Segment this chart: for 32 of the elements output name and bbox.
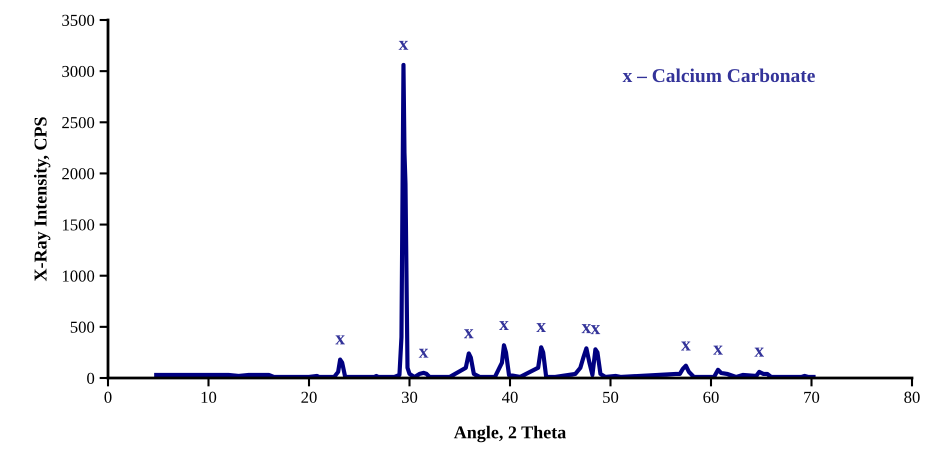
annotation: x	[582, 324, 592, 334]
annotation: x	[499, 321, 509, 330]
annotation: x	[590, 325, 600, 334]
x-tick-label: 60	[703, 392, 719, 403]
y-axis-title: X-Ray Intensity, CPS	[34, 117, 50, 282]
annotation: x	[536, 323, 546, 332]
annotation: x	[335, 335, 345, 344]
x-tick-label: 70	[804, 392, 820, 403]
x-tick-label: 20	[301, 392, 317, 403]
annotation: x	[713, 346, 723, 355]
x-tick-label: 0	[104, 392, 112, 403]
y-tick-label: 1000	[62, 270, 94, 282]
x-tick-label: 80	[904, 392, 920, 403]
y-tick-label: 2000	[62, 168, 94, 180]
y-tick-label: 1500	[62, 219, 94, 231]
y-tick-label: 3000	[62, 66, 94, 78]
annotation: x	[398, 40, 408, 50]
x-tick-label: 30	[402, 392, 418, 403]
annotation: x	[681, 342, 691, 350]
x-tick-label: 50	[603, 392, 618, 403]
line-series	[154, 62, 816, 378]
x-tick-label: 10	[202, 392, 216, 403]
annotation: x	[754, 348, 764, 357]
annotation: x	[464, 329, 474, 338]
y-tick-label: 2500	[62, 116, 94, 128]
y-tick-label: 500	[70, 322, 94, 333]
y-tick-label: 0	[87, 372, 94, 384]
annotation: x – Calcium Carbonate	[622, 68, 815, 82]
x-axis-title: Angle, 2 Theta	[454, 426, 566, 442]
x-tick-label: 40	[502, 392, 518, 403]
annotation: x	[418, 348, 428, 358]
y-tick-label: 3500	[62, 14, 94, 26]
